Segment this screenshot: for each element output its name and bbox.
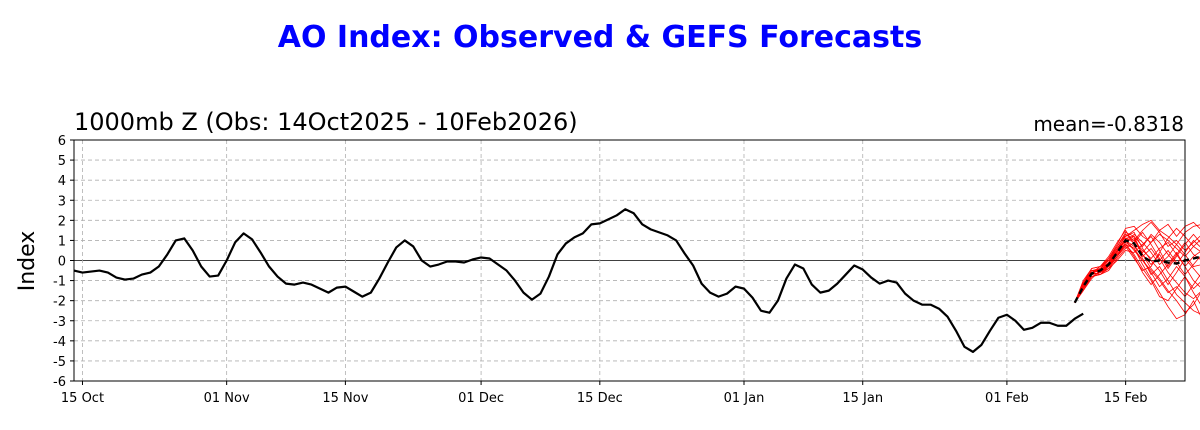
ensemble-members bbox=[1074, 219, 1200, 320]
x-tick-label: 15 Nov bbox=[322, 391, 368, 406]
ensemble-member-line bbox=[1074, 243, 1200, 303]
y-tick-label: 1 bbox=[58, 234, 66, 249]
ensemble-member-line bbox=[1074, 221, 1200, 303]
grid-layer bbox=[74, 139, 1185, 382]
mean-label: mean=-0.8318 bbox=[1033, 112, 1184, 136]
x-tick-label: 01 Feb bbox=[985, 391, 1029, 406]
plot-frame bbox=[73, 139, 1186, 382]
x-tick-label: 01 Nov bbox=[204, 391, 250, 406]
ensemble-member-line bbox=[1074, 229, 1200, 303]
y-tick-label: 2 bbox=[58, 214, 66, 229]
y-tick-label: -1 bbox=[53, 275, 66, 290]
y-tick-label: 4 bbox=[58, 174, 66, 189]
x-tick-label: 01 Dec bbox=[458, 391, 504, 406]
observed-series bbox=[73, 208, 1200, 353]
x-tick-label: 15 Jan bbox=[842, 391, 883, 406]
ensemble-member-line bbox=[1074, 224, 1200, 303]
y-axis-label: Index bbox=[15, 231, 40, 292]
y-tick-label: -4 bbox=[53, 335, 66, 350]
observed-line bbox=[73, 208, 1084, 353]
chart-title: AO Index: Observed & GEFS Forecasts bbox=[277, 20, 923, 55]
y-tick-label: 3 bbox=[58, 194, 66, 209]
y-tick-label: 6 bbox=[58, 134, 66, 149]
y-tick-label: -6 bbox=[53, 375, 66, 390]
x-tick-label: 15 Oct bbox=[61, 391, 104, 406]
y-tick-label: 0 bbox=[58, 255, 66, 270]
y-tick-label: -3 bbox=[53, 315, 66, 330]
ensemble-member-line bbox=[1074, 243, 1200, 305]
x-tick-label: 15 Feb bbox=[1104, 391, 1148, 406]
x-tick-label: 15 Dec bbox=[577, 391, 623, 406]
y-tick-label: -2 bbox=[53, 295, 66, 310]
y-tick-label: -5 bbox=[53, 355, 66, 370]
chart-subtitle: 1000mb Z (Obs: 14Oct2025 - 10Feb2026) bbox=[74, 108, 578, 136]
y-tick-label: 5 bbox=[58, 154, 66, 169]
axes: -6 -5 -4 -3 -2 -1 0 1 2 3 4 5 6 15 Oct 01 Nov 15 Nov 01 … bbox=[53, 134, 1186, 406]
x-tick-label: 01 Jan bbox=[724, 391, 765, 406]
